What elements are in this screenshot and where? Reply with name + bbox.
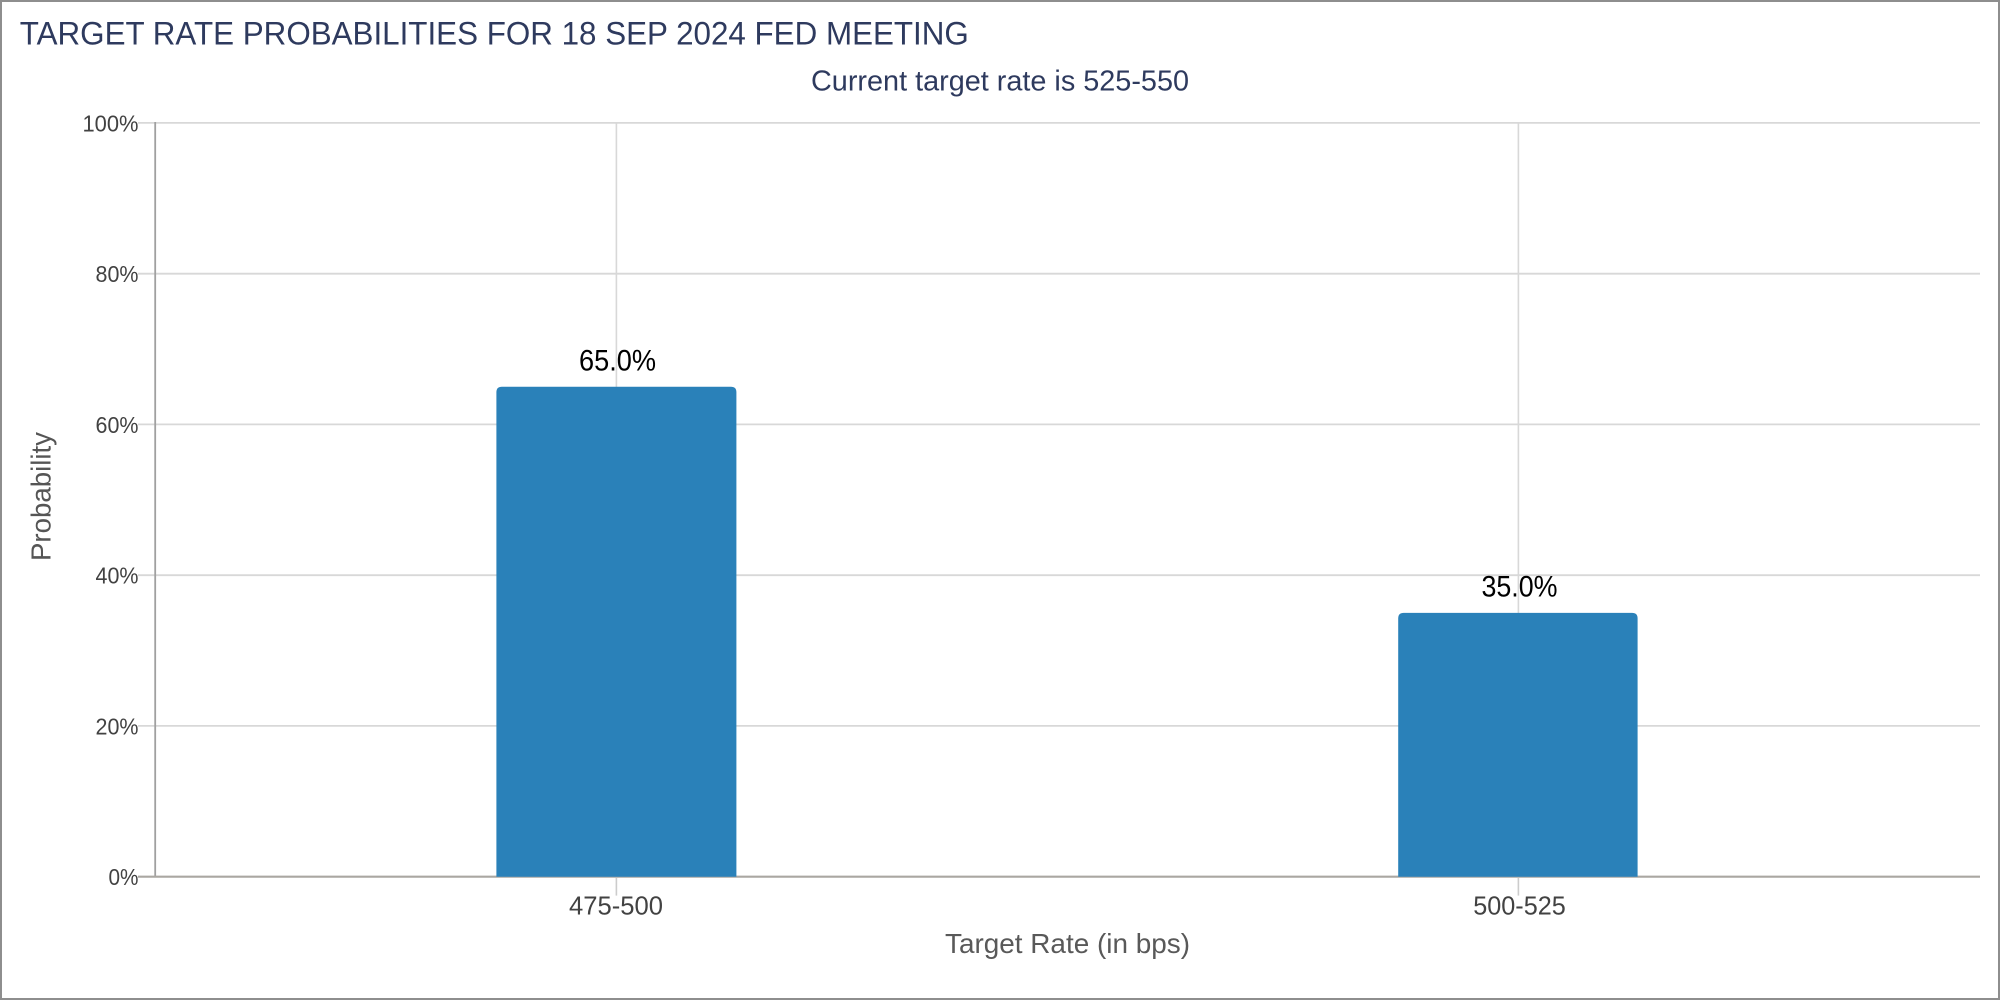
svg-text:TARGET RATE PROBABILITIES FOR: TARGET RATE PROBABILITIES FOR 18 SEP 202… — [20, 16, 969, 52]
svg-text:80%: 80% — [96, 261, 139, 287]
svg-text:65.0%: 65.0% — [579, 346, 656, 378]
svg-text:500-525: 500-525 — [1473, 893, 1566, 921]
svg-text:Probability: Probability — [26, 432, 57, 561]
svg-text:20%: 20% — [96, 713, 139, 739]
svg-text:100%: 100% — [83, 110, 139, 136]
svg-text:Target Rate (in bps): Target Rate (in bps) — [945, 928, 1190, 959]
svg-text:60%: 60% — [96, 412, 139, 438]
svg-text:40%: 40% — [96, 563, 139, 589]
svg-text:35.0%: 35.0% — [1482, 572, 1558, 604]
svg-text:475-500: 475-500 — [569, 893, 663, 921]
svg-text:Current target rate is 525-550: Current target rate is 525-550 — [811, 65, 1189, 97]
svg-text:0%: 0% — [109, 864, 139, 890]
